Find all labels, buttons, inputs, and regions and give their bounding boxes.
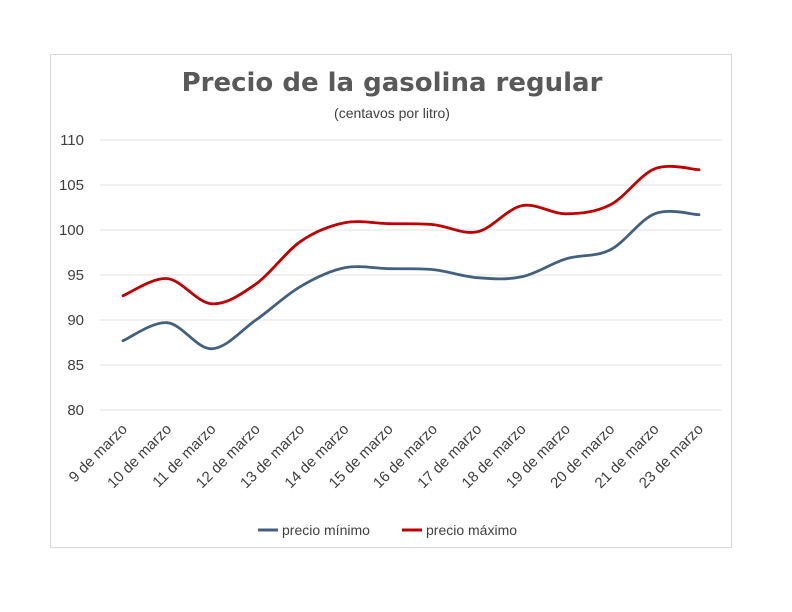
y-tick-label: 105 xyxy=(59,177,84,194)
series-line-precio-maximo xyxy=(121,165,701,306)
y-tick-label: 80 xyxy=(67,402,84,419)
chart-title: Precio de la gasolina regular xyxy=(182,68,603,98)
y-tick-label: 100 xyxy=(59,222,84,239)
series-line-precio-minimo xyxy=(121,210,701,351)
gridlines xyxy=(100,139,722,411)
chart-subtitle: (centavos por litro) xyxy=(334,105,450,121)
y-tick-label: 90 xyxy=(67,312,84,329)
series-lines xyxy=(121,165,701,351)
legend-label: precio máximo xyxy=(426,522,517,538)
y-tick-label: 110 xyxy=(60,132,84,149)
y-tick-label: 85 xyxy=(67,357,84,374)
y-axis-ticks: 80 85 90 95 100 105 110 xyxy=(59,132,84,419)
legend-label: precio mínimo xyxy=(282,522,370,538)
y-tick-label: 95 xyxy=(67,267,84,284)
chart-frame xyxy=(50,54,732,548)
legend: precio mínimo precio máximo xyxy=(258,522,517,538)
